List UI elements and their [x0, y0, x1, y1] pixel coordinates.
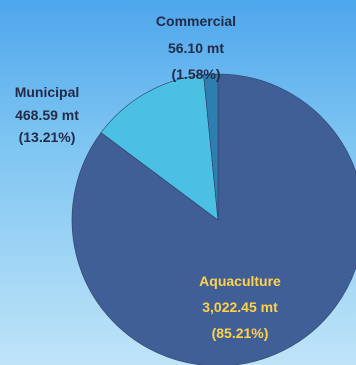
- label-commercial-value: 56.10 mt: [168, 40, 224, 56]
- label-municipal-value: 468.59 mt: [15, 107, 79, 123]
- pie-slice-municipal: [100, 74, 219, 221]
- label-commercial-name: Commercial: [156, 13, 236, 29]
- label-commercial-percent: (1.58%): [171, 66, 220, 82]
- label-commercial: Commercial 56.10 mt (1.58%): [156, 13, 236, 82]
- label-municipal: Municipal 468.59 mt (13.21%): [15, 84, 80, 145]
- label-aquaculture-name: Aquaculture: [199, 273, 281, 289]
- label-municipal-name: Municipal: [15, 84, 80, 100]
- pie-slices: [71, 73, 356, 365]
- label-aquaculture-percent: (85.21%): [212, 325, 269, 341]
- pie-slice-aquaculture: [71, 73, 356, 365]
- pie-slice-commercial: [203, 73, 219, 221]
- label-aquaculture: Aquaculture 3,022.45 mt (85.21%): [199, 273, 281, 341]
- label-aquaculture-value: 3,022.45 mt: [202, 299, 278, 315]
- label-municipal-percent: (13.21%): [19, 129, 76, 145]
